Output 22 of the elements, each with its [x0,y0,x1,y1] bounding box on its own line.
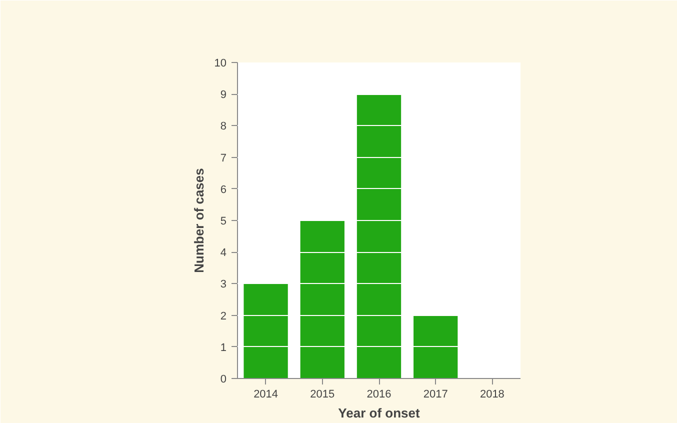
y-tick-label: 9 [220,89,227,102]
bar [300,220,344,378]
y-tick-label: 5 [220,216,227,228]
y-tick-label: 1 [220,342,227,354]
y-axis-title: Number of cases [191,168,206,273]
x-tick-label: 2014 [254,388,278,400]
y-tick-label: 8 [220,120,227,133]
x-tick-label: 2016 [366,388,392,400]
y-tick-label: 3 [220,278,227,291]
y-tick-label: 4 [220,247,227,260]
y-tick-label: 6 [220,184,227,196]
y-tick-label: 0 [220,374,227,386]
x-axis-title: Year of onset [338,406,420,420]
y-tick-label: 2 [220,310,227,322]
x-tick-label: 2017 [423,388,448,400]
x-tick-label: 2015 [310,388,335,400]
x-tick-label: 2018 [480,388,504,400]
bar [244,284,288,378]
bar [356,94,402,378]
y-tick-label: 10 [214,58,227,70]
y-tick-label: 7 [220,152,227,164]
bar [414,315,458,378]
